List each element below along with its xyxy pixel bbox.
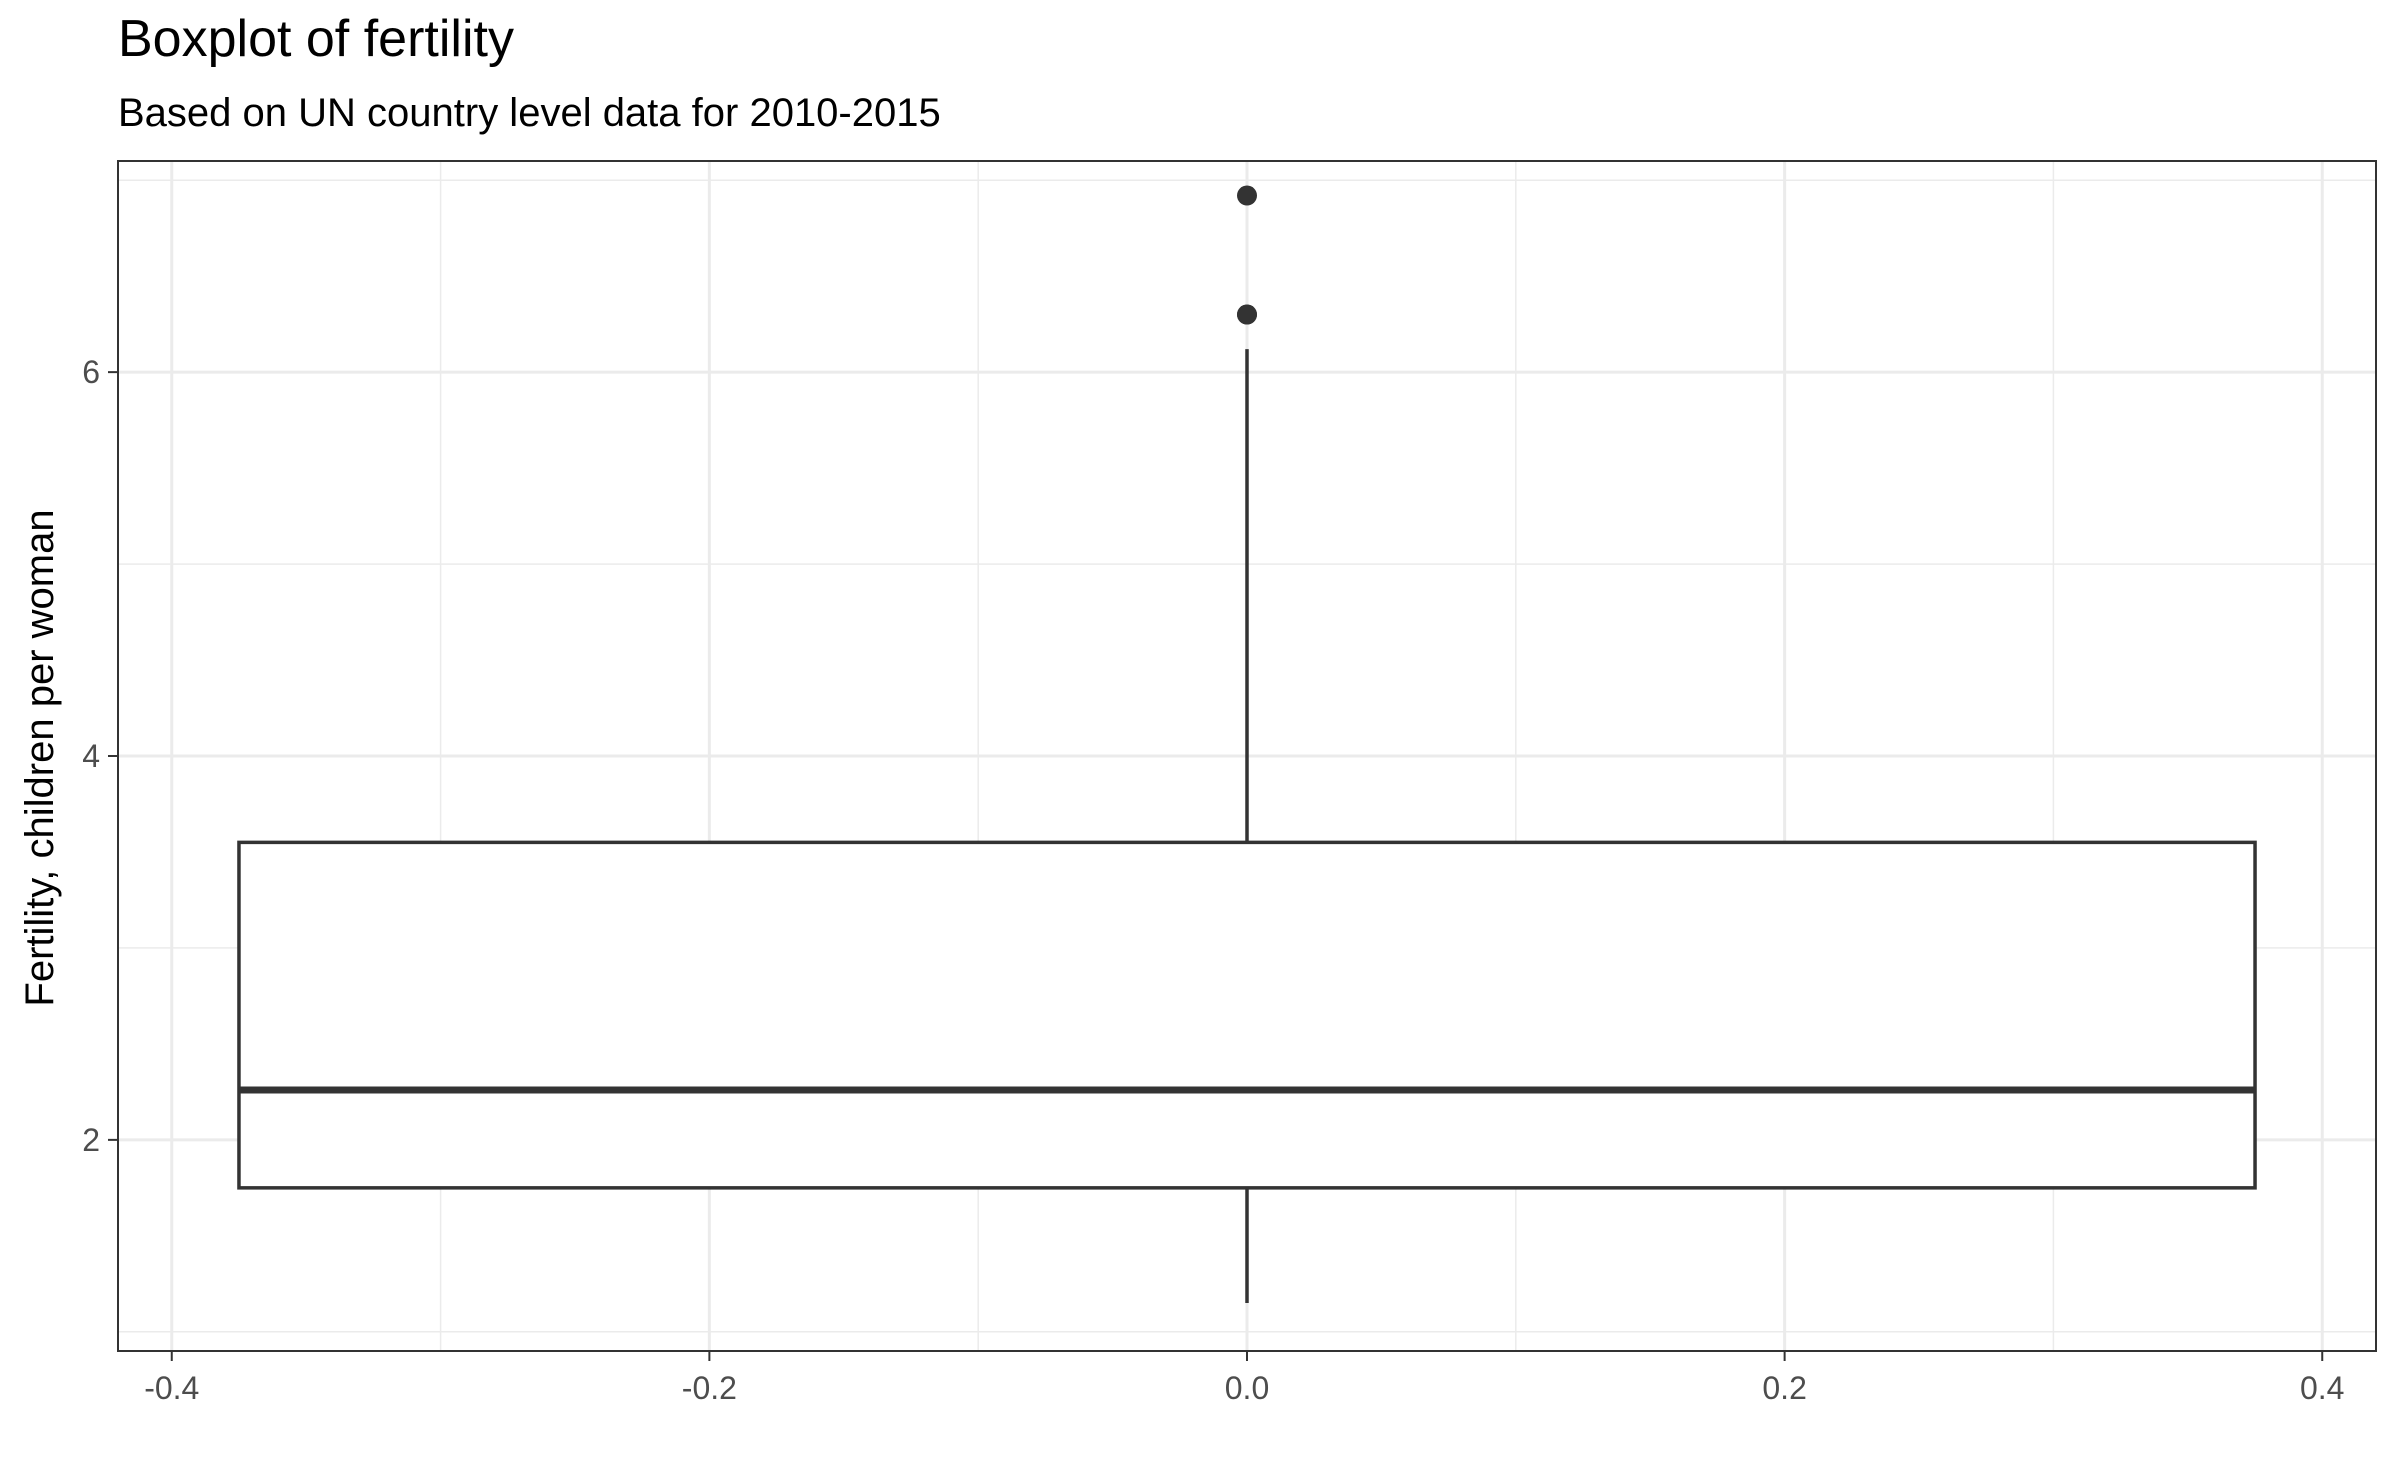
outlier-point <box>1237 185 1257 206</box>
x-tick-label: -0.4 <box>144 1370 199 1406</box>
y-tick-label: 2 <box>82 1122 100 1158</box>
plot-area: -0.4 -0.2 0.0 0.2 0.4 2 4 6 <box>82 160 2377 1406</box>
y-tick-label: 4 <box>82 738 100 774</box>
x-tick-label: 0.2 <box>1762 1370 1806 1406</box>
box-iqr <box>237 840 2257 1190</box>
chart-subtitle: Based on UN country level data for 2010-… <box>118 91 941 135</box>
x-tick-label: 0.4 <box>2300 1370 2344 1406</box>
x-tick-label: 0.0 <box>1225 1370 1269 1406</box>
outlier-point <box>1237 304 1257 325</box>
y-tick-label: 6 <box>82 354 100 390</box>
y-axis-title: Fertility, children per woman <box>18 509 62 1006</box>
chart-title: Boxplot of fertility <box>118 10 514 68</box>
x-tick-label: -0.2 <box>682 1370 737 1406</box>
